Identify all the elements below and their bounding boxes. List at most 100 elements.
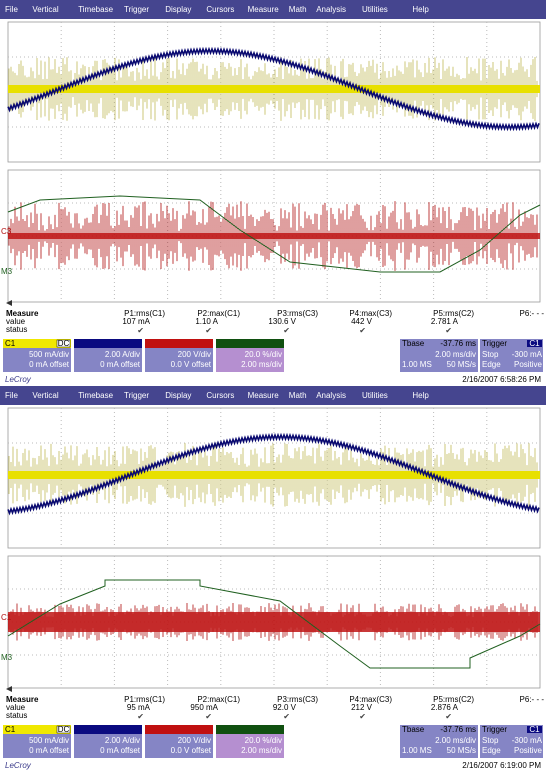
menu-item[interactable]: Cursors: [206, 5, 234, 14]
trigger-label: Trigger: [482, 339, 507, 348]
param-value: 950 mA: [190, 703, 218, 712]
scope-screen: File Vertical Timebase Trigger Display Cursor…: [0, 386, 546, 773]
trigger-mode: Stop: [482, 350, 499, 359]
menu-item[interactable]: Measure: [248, 391, 280, 400]
param-status: ✔: [205, 326, 212, 335]
menu-item[interactable]: Cursors: [206, 391, 234, 400]
channel-offset: 0 mA offset: [29, 746, 70, 755]
trigger-mode: Stop: [482, 736, 499, 745]
param-status: ✔: [283, 326, 290, 335]
param-value: 92.0 V: [273, 703, 297, 712]
menu-item[interactable]: Vertical: [32, 5, 58, 14]
channel-offset: 0 mA offset: [100, 360, 141, 369]
menu-item[interactable]: Analysis: [316, 5, 346, 14]
param-value: 95 mA: [127, 703, 151, 712]
menu-item[interactable]: Timebase: [78, 5, 113, 14]
trigger-slope: Positive: [514, 360, 543, 369]
channel-header: [74, 725, 142, 734]
timebase-samples: 1.00 MS: [402, 360, 432, 369]
timebase-delay: -37.76 ms: [440, 339, 476, 348]
channel-label: C1: [5, 339, 16, 348]
menu-item[interactable]: Help: [412, 391, 429, 400]
channel-offset: 0.0 V offset: [171, 746, 212, 755]
menu-item[interactable]: Math: [289, 391, 307, 400]
menu-item[interactable]: Trigger: [124, 5, 149, 14]
menu-item[interactable]: Analysis: [316, 391, 346, 400]
channel-scale: 200 V/div: [178, 736, 211, 745]
timebase-delay: -37.76 ms: [440, 725, 476, 734]
trace-c3-band: [8, 233, 540, 239]
channel-header: [74, 339, 142, 348]
timebase-label: Tbase: [402, 725, 425, 734]
channel-scale: 200 V/div: [178, 350, 211, 359]
channel-offset: 0 mA offset: [100, 746, 141, 755]
brand: LeCroy: [5, 375, 32, 384]
trigger-label: Trigger: [482, 725, 507, 734]
trace-label: C3: [1, 227, 12, 236]
menu-item[interactable]: Utilities: [362, 5, 388, 14]
scope-screen: File Vertical Timebase Trigger Display Cursor…: [0, 0, 546, 386]
coupling: DC: [58, 725, 70, 734]
menu-item[interactable]: Measure: [248, 5, 280, 14]
coupling: DC: [58, 339, 70, 348]
trace-label: C1: [1, 613, 12, 622]
param-value: 130.6 V: [268, 317, 296, 326]
param-status: ✔: [137, 712, 144, 721]
menu-item[interactable]: File: [5, 5, 18, 14]
channel-scale: 500 mA/div: [29, 736, 69, 745]
menu-item[interactable]: Display: [165, 5, 191, 14]
menu-item[interactable]: Display: [165, 391, 191, 400]
channel-scale: 500 mA/div: [29, 350, 69, 359]
timestamp: 2/16/2007 6:19:00 PM: [462, 761, 541, 770]
trigger-level: -300 mA: [512, 736, 543, 745]
menu-item[interactable]: Trigger: [124, 391, 149, 400]
timebase-rate: 50 MS/s: [447, 746, 476, 755]
menu-item[interactable]: Math: [289, 5, 307, 14]
channel-scale: 20.0 %/div: [245, 350, 282, 359]
param-value: 442 V: [351, 317, 373, 326]
channel-header: [145, 339, 213, 348]
trigger-source: C1: [529, 339, 540, 348]
channel-offset: 0.0 V offset: [171, 360, 212, 369]
channel-header: [216, 339, 284, 348]
trace-c1-band: [8, 471, 540, 479]
trigger-type: Edge: [482, 360, 501, 369]
row-label: status: [6, 325, 27, 334]
param-status: ✔: [205, 712, 212, 721]
param-name[interactable]: P6:- - -: [520, 309, 545, 318]
param-value: 1.10 A: [195, 317, 218, 326]
trigger-source: C1: [529, 725, 540, 734]
menu-item[interactable]: Timebase: [78, 391, 113, 400]
trace-c1-band: [8, 85, 540, 93]
timebase-label: Tbase: [402, 339, 425, 348]
menu-item[interactable]: Vertical: [32, 391, 58, 400]
param-value: 212 V: [351, 703, 373, 712]
menu-item[interactable]: Help: [412, 5, 429, 14]
menu-item[interactable]: File: [5, 391, 18, 400]
menu-item[interactable]: Utilities: [362, 391, 388, 400]
channel-scale: 20.0 %/div: [245, 736, 282, 745]
channel-label: C1: [5, 725, 16, 734]
timebase-scale: 2.00 ms/div: [435, 736, 476, 745]
param-value: 2.876 A: [431, 703, 459, 712]
param-name[interactable]: P6:- - -: [520, 695, 545, 704]
param-status: ✔: [445, 326, 452, 335]
trigger-slope: Positive: [514, 746, 543, 755]
timebase-samples: 1.00 MS: [402, 746, 432, 755]
channel-offset: 2.00 ms/div: [241, 360, 282, 369]
channel-scale: 2.00 A/div: [105, 736, 140, 745]
timebase-rate: 50 MS/s: [447, 360, 476, 369]
trigger-level: -300 mA: [512, 350, 543, 359]
channel-offset: 2.00 ms/div: [241, 746, 282, 755]
param-value: 107 mA: [122, 317, 150, 326]
param-status: ✔: [359, 712, 366, 721]
param-value: 2.781 A: [431, 317, 459, 326]
row-label: status: [6, 711, 27, 720]
trace-label: M3: [1, 267, 13, 276]
channel-header: [145, 725, 213, 734]
trace-label: M3: [1, 653, 13, 662]
param-status: ✔: [445, 712, 452, 721]
param-status: ✔: [359, 326, 366, 335]
trace-c3-band: [8, 612, 540, 632]
trigger-type: Edge: [482, 746, 501, 755]
